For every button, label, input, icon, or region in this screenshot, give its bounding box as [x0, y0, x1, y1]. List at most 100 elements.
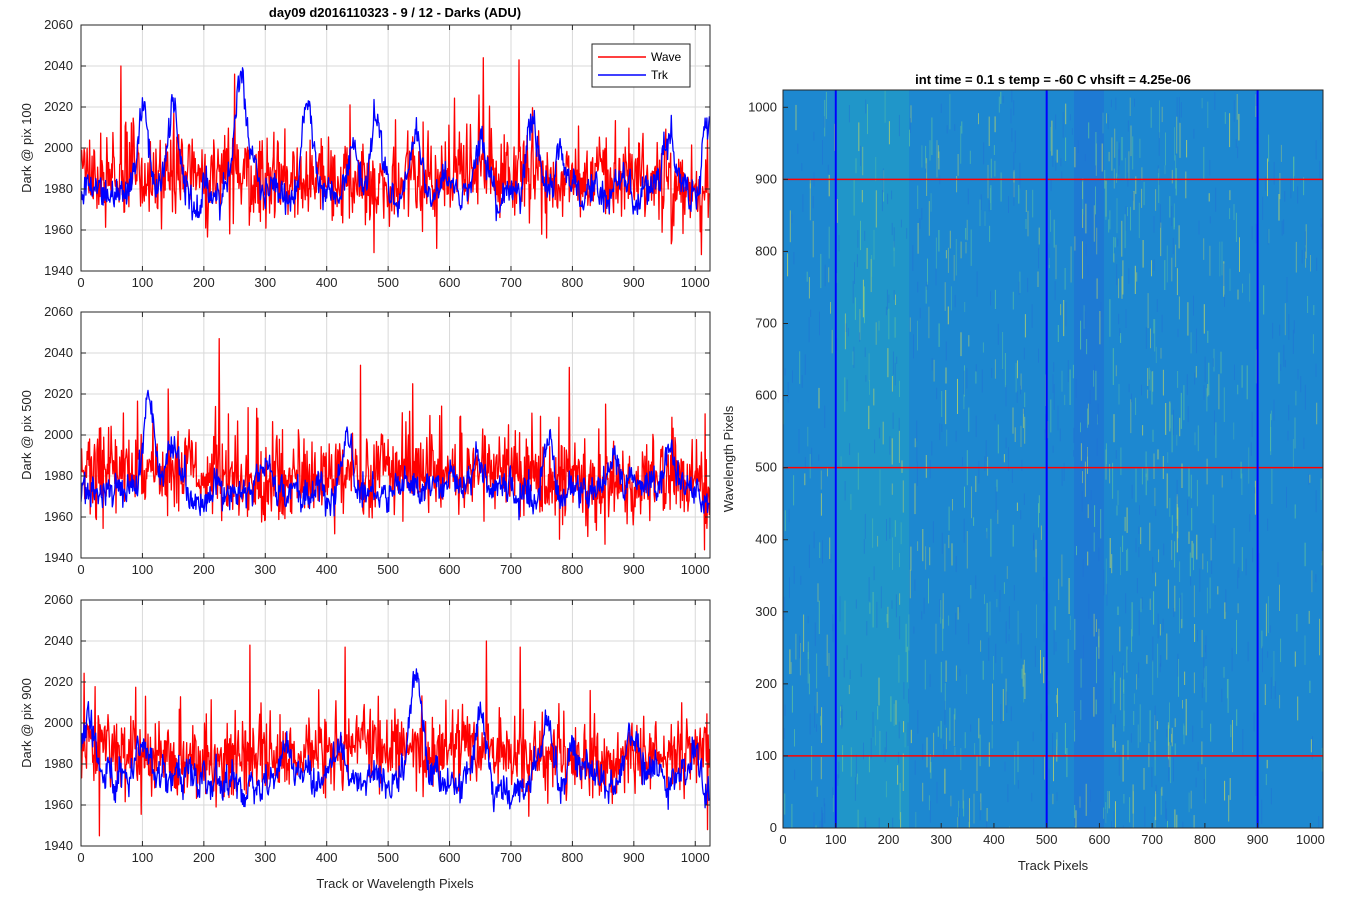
heatmap-streak: [1114, 237, 1116, 248]
heatmap-streak-dark: [1011, 128, 1013, 142]
heatmap-streak-dark: [838, 235, 840, 252]
heatmap-streak: [840, 456, 842, 468]
heatmap-streak-dark: [921, 611, 923, 620]
heatmap-streak: [1133, 191, 1135, 210]
heatmap-streak: [1171, 515, 1173, 534]
heatmap-streak: [790, 662, 792, 674]
heatmap-title: int time = 0.1 s temp = -60 C vhsift = 4…: [915, 72, 1191, 87]
heatmap-streak: [829, 537, 831, 559]
heatmap-streak: [984, 211, 986, 226]
heatmap-streak-dark: [916, 461, 918, 486]
heatmap-streak: [821, 707, 823, 743]
heatmap-streak: [1218, 374, 1220, 410]
heatmap-column: [1062, 90, 1065, 828]
heatmap-streak: [1233, 204, 1235, 221]
heatmap-streak-dark: [985, 440, 987, 461]
heatmap-streak: [1177, 507, 1179, 539]
heatmap-ylabel: Wavelength Pixels: [721, 405, 736, 512]
heatmap-streak: [879, 469, 881, 506]
heatmap-streak-dark: [1158, 132, 1160, 156]
heatmap-streak-dark: [1131, 484, 1133, 499]
heatmap-streak: [1175, 155, 1177, 189]
panel-2-grid: [80, 311, 710, 559]
heatmap-streak: [887, 606, 889, 628]
heatmap-streak: [971, 486, 972, 519]
y-tick-label: 1960: [44, 509, 73, 524]
heatmap-streak: [1236, 619, 1237, 655]
heatmap-streak: [1050, 209, 1051, 232]
x-tick-label: 800: [562, 275, 584, 290]
heatmap-streak: [1237, 289, 1239, 300]
heatmap-streak: [928, 578, 929, 604]
heatmap-streak-dark: [1138, 547, 1140, 558]
heatmap-streak: [1176, 494, 1178, 526]
heatmap-streak-dark: [1249, 514, 1251, 532]
heatmap-streak-dark: [1032, 731, 1034, 742]
x-tick-label: 900: [623, 275, 645, 290]
heatmap-streak-dark: [1283, 344, 1285, 367]
heatmap-streak: [958, 800, 960, 817]
heatmap-streak: [893, 703, 895, 726]
heatmap-streak: [1210, 723, 1212, 742]
heatmap-streak-dark: [968, 798, 970, 822]
heatmap-streak: [1105, 184, 1107, 220]
heatmap-streak-dark: [1007, 784, 1009, 803]
heatmap-streak: [933, 359, 935, 382]
heatmap-column: [864, 90, 867, 828]
heatmap-streak: [1098, 628, 1100, 659]
heatmap-streak: [1105, 443, 1107, 465]
heatmap-streak: [1056, 732, 1058, 747]
heatmap-streak-dark: [994, 574, 996, 592]
heatmap-streak: [950, 795, 952, 807]
heatmap-streak-dark: [1171, 205, 1173, 227]
heatmap-streak-dark: [981, 369, 983, 393]
heatmap-streak: [1086, 339, 1088, 355]
heatmap-streak: [1022, 664, 1024, 687]
heatmap-streak: [978, 113, 979, 125]
heatmap-streak: [964, 732, 966, 749]
heatmap-streak: [1096, 646, 1097, 684]
heatmap-streak-dark: [1254, 487, 1256, 494]
heatmap-streak: [1116, 173, 1117, 183]
heatmap-streak: [1139, 138, 1141, 158]
heatmap-streak: [1141, 188, 1143, 208]
heatmap-column: [990, 90, 993, 828]
heatmap-streak-dark: [1113, 811, 1115, 828]
heatmap-streak: [925, 455, 927, 478]
heatmap-streak: [960, 241, 962, 259]
x-tick-label: 1000: [681, 850, 710, 865]
heatmap-streak: [1255, 349, 1257, 384]
heatmap-streak: [1227, 678, 1229, 713]
heatmap-streak: [1319, 618, 1321, 656]
heatmap-streak-dark: [1114, 714, 1116, 728]
heatmap-streak-dark: [832, 787, 834, 798]
line-panel-1: 0 100 200 300 400 500 600 700 800 900 100019401960…: [19, 17, 711, 290]
heatmap-streak: [1264, 684, 1266, 705]
heatmap-streak: [1207, 330, 1209, 343]
heatmap-streak-dark: [908, 688, 909, 704]
x-tick-label: 500: [377, 562, 399, 577]
heatmap-streak: [809, 454, 811, 479]
heatmap-streak-dark: [841, 709, 843, 727]
heatmap-streak: [1056, 694, 1058, 704]
heatmap-streak-dark: [838, 761, 840, 779]
heatmap-streak-dark: [844, 481, 846, 501]
heatmap-streak: [979, 734, 981, 767]
heatmap-streak-dark: [1054, 281, 1056, 301]
heatmap-streak-dark: [855, 754, 857, 778]
heatmap-streak: [808, 673, 810, 695]
heatmap-streak-dark: [1273, 161, 1275, 185]
heatmap-streak: [1134, 265, 1136, 294]
heatmap-streak-dark: [959, 605, 961, 613]
heatmap-streak: [1123, 794, 1125, 804]
y-tick-label: 1980: [44, 756, 73, 771]
heatmap-streak: [1224, 780, 1226, 801]
heatmap-streak: [1108, 151, 1110, 162]
heatmap-streak: [830, 302, 831, 314]
heatmap-streak: [1221, 241, 1223, 276]
heatmap-streak-dark: [1090, 789, 1091, 802]
heatmap-streak: [789, 649, 791, 675]
heatmap-streak: [1074, 618, 1076, 650]
heatmap-streak-dark: [999, 590, 1001, 612]
heatmap-streak: [1229, 208, 1231, 220]
